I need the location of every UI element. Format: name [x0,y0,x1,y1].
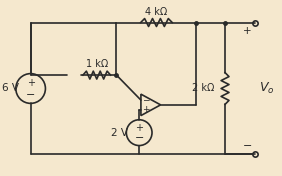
Text: 6 V: 6 V [2,83,19,93]
Text: −: − [26,90,35,100]
Text: 4 kΩ: 4 kΩ [145,7,168,17]
Text: $V_o$: $V_o$ [259,81,274,96]
Text: 2 V: 2 V [111,128,128,138]
Text: −: − [243,141,252,150]
Text: +: + [27,78,35,88]
Text: 1 kΩ: 1 kΩ [86,59,108,69]
Text: −: − [142,96,149,105]
Text: +: + [135,123,143,133]
Text: +: + [243,26,252,36]
Text: 2 kΩ: 2 kΩ [192,83,215,93]
Text: +: + [142,105,149,114]
Text: −: − [135,133,144,143]
